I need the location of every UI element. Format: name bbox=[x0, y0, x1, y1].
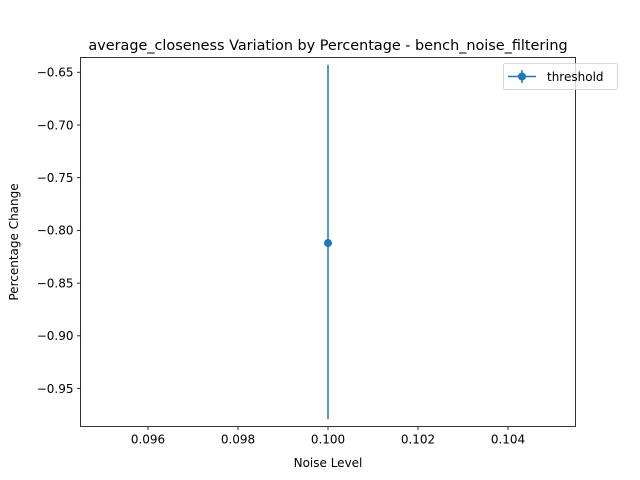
x-tick-label: 0.098 bbox=[221, 433, 255, 447]
x-axis-label: Noise Level bbox=[294, 456, 363, 470]
y-tick-label: −0.80 bbox=[37, 224, 74, 238]
chart-title: average_closeness Variation by Percentag… bbox=[88, 38, 567, 54]
y-tick-label: −0.65 bbox=[37, 66, 74, 80]
y-tick-label: −0.85 bbox=[37, 276, 74, 290]
y-tick-label: −0.95 bbox=[37, 382, 74, 396]
legend-frame bbox=[503, 63, 618, 90]
legend-label: threshold bbox=[547, 70, 604, 84]
y-tick-label: −0.90 bbox=[37, 329, 74, 343]
y-axis-label: Percentage Change bbox=[7, 183, 21, 300]
x-tick-label: 0.096 bbox=[131, 433, 165, 447]
x-tick-label: 0.102 bbox=[401, 433, 435, 447]
series-layer bbox=[324, 64, 332, 420]
y-tick-label: −0.75 bbox=[37, 171, 74, 185]
y-axis-ticks: −0.65 −0.70 −0.75 −0.80 −0.85 −0.90 −0.95 bbox=[37, 66, 81, 396]
x-tick-label: 0.100 bbox=[311, 433, 345, 447]
plot-area: 0.096 0.098 0.100 0.102 0.104 −0.65 −0.70 −0.7… bbox=[37, 57, 576, 447]
legend-marker bbox=[518, 72, 526, 81]
legend: threshold bbox=[503, 63, 618, 90]
x-tick-label: 0.104 bbox=[491, 433, 525, 447]
y-tick-label: −0.70 bbox=[37, 118, 74, 132]
x-axis-ticks: 0.096 0.098 0.100 0.102 0.104 bbox=[131, 426, 525, 447]
data-point bbox=[324, 239, 332, 248]
